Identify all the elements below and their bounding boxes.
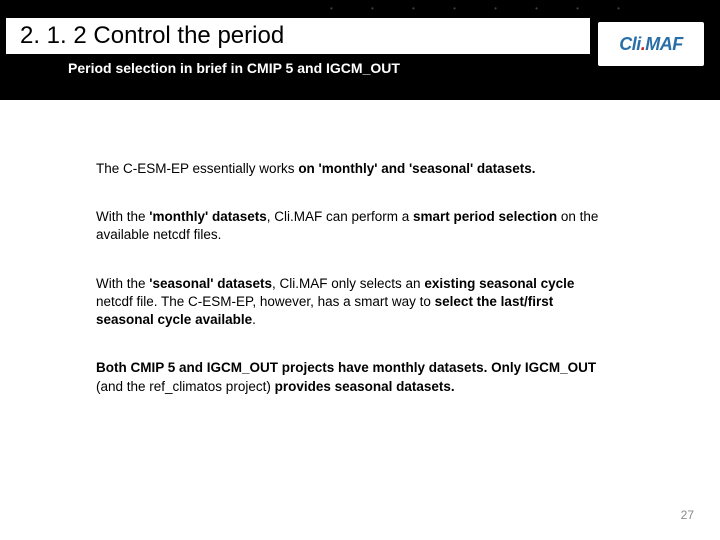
p2-d: smart period selection [413,209,557,224]
page-number: 27 [681,508,694,522]
slide-header: • • • • • • • • 2. 1. 2 Control the peri… [0,0,720,100]
logo-text: Cli.MAF [619,34,683,55]
p3-b: 'seasonal' datasets [149,276,272,291]
paragraph-1: The C-ESM-EP essentially works on 'month… [96,160,600,178]
slide-subtitle: Period selection in brief in CMIP 5 and … [68,60,400,76]
p3-d: existing seasonal cycle [424,276,574,291]
p3-c: , Cli.MAF only selects an [272,276,424,291]
p1-text-b: on 'monthly' and 'seasonal' datasets. [298,161,535,176]
slide-body: The C-ESM-EP essentially works on 'month… [96,160,600,426]
logo-text-post: MAF [645,34,683,54]
header-dots-decoration: • • • • • • • • [330,4,638,13]
p4-c: provides seasonal datasets. [275,379,455,394]
climaf-logo: Cli.MAF [598,22,704,66]
p4-a: Both CMIP 5 and IGCM_OUT projects have m… [96,360,596,375]
p3-g: . [252,312,256,327]
paragraph-4: Both CMIP 5 and IGCM_OUT projects have m… [96,359,600,395]
logo-text-pre: Cli [619,34,641,54]
p3-e: netcdf file. The C-ESM-EP, however, has … [96,294,435,309]
p3-a: With the [96,276,149,291]
section-title: 2. 1. 2 Control the period [20,22,284,50]
p2-c: , Cli.MAF can perform a [267,209,413,224]
title-bar: 2. 1. 2 Control the period [6,18,590,56]
p2-a: With the [96,209,149,224]
p2-b: 'monthly' datasets [149,209,266,224]
paragraph-2: With the 'monthly' datasets, Cli.MAF can… [96,208,600,244]
p4-b: (and the ref_climatos project) [96,379,275,394]
paragraph-3: With the 'seasonal' datasets, Cli.MAF on… [96,275,600,330]
p1-text-a: The C-ESM-EP essentially works [96,161,298,176]
